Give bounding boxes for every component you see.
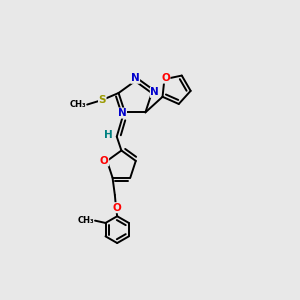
Text: N: N xyxy=(118,108,127,118)
Text: N: N xyxy=(150,87,159,97)
Text: O: O xyxy=(113,203,122,213)
Text: S: S xyxy=(98,95,106,105)
Text: CH₃: CH₃ xyxy=(69,100,86,109)
Text: O: O xyxy=(100,156,109,166)
Text: N: N xyxy=(131,73,140,83)
Text: CH₃: CH₃ xyxy=(78,216,94,225)
Text: O: O xyxy=(161,73,170,83)
Text: H: H xyxy=(103,130,112,140)
